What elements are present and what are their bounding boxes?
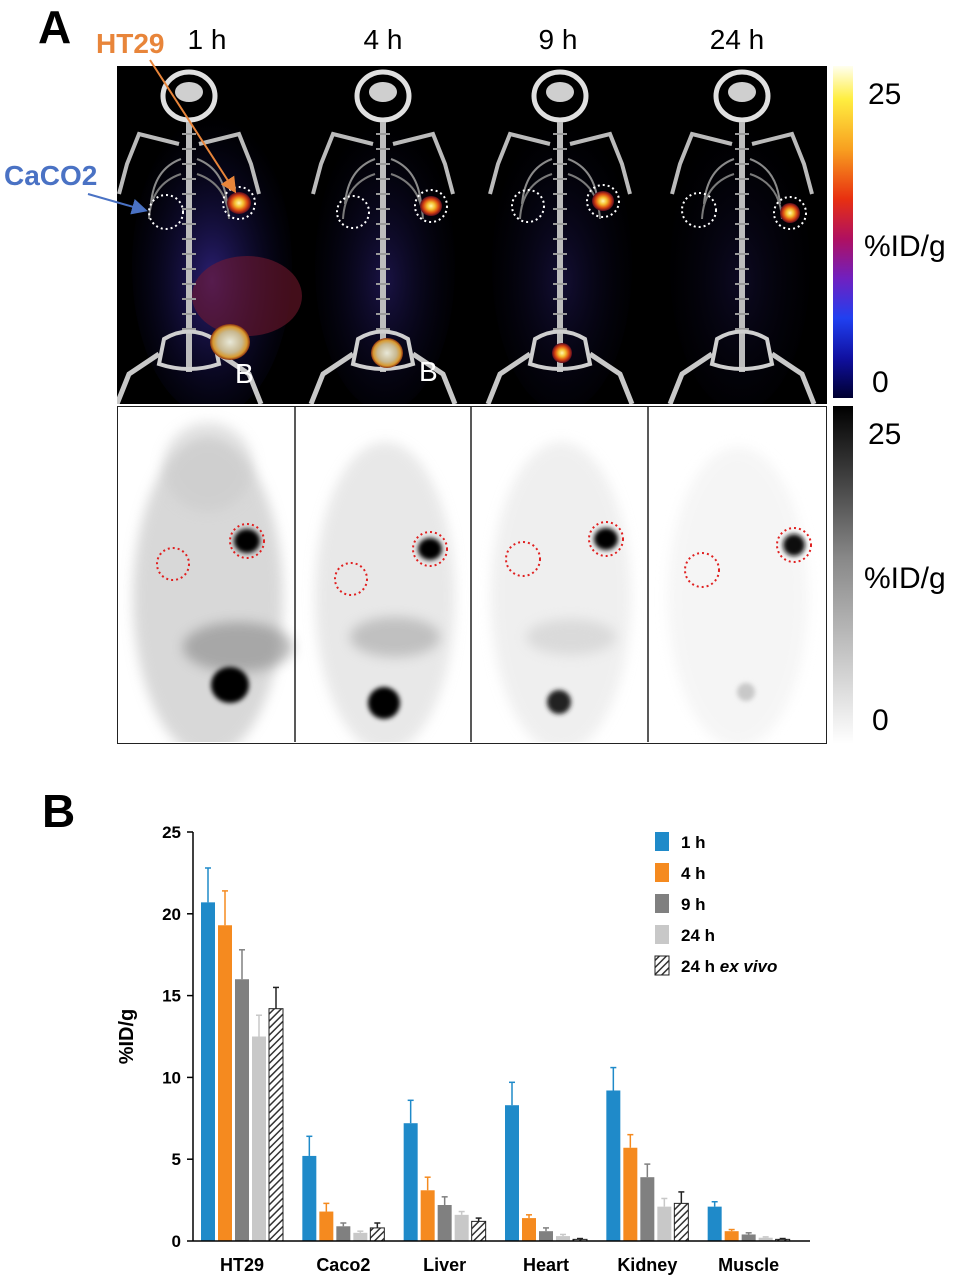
pet-ct-images [117, 66, 827, 416]
y-tick-label: 15 [162, 987, 181, 1006]
legend-label: 4 h [681, 864, 706, 883]
y-tick-label: 25 [162, 823, 181, 842]
legend-swatch [654, 955, 670, 976]
bar [673, 1202, 689, 1242]
bar [302, 1155, 317, 1241]
bar [369, 1227, 385, 1242]
bar [741, 1234, 756, 1241]
x-tick-label: Liver [423, 1255, 466, 1275]
gray-colorbar-min: 0 [872, 704, 889, 737]
bar [724, 1231, 739, 1241]
legend-label: 24 h ex vivo [681, 957, 777, 976]
legend-swatch [655, 925, 669, 944]
pet-grayscale-row [117, 406, 827, 757]
y-tick-label: 5 [172, 1150, 181, 1169]
bar [606, 1090, 621, 1241]
gray-colorbar [833, 406, 853, 744]
gray-1h [133, 422, 293, 757]
legend-swatch [655, 863, 669, 882]
bar [319, 1211, 334, 1241]
bar [640, 1177, 655, 1241]
bar [403, 1123, 418, 1241]
pet-colorbar-unit: %ID/g [864, 230, 946, 263]
pet-colorbar-min: 0 [872, 366, 889, 399]
pet-4h [311, 72, 455, 411]
x-tick-label: Muscle [718, 1255, 779, 1275]
legend-label: 9 h [681, 895, 706, 914]
gray-colorbar-max: 25 [868, 418, 902, 451]
legend-swatch [655, 832, 669, 851]
x-tick-label: HT29 [220, 1255, 264, 1275]
panel-b-letter: B [42, 785, 76, 837]
gray-24h [668, 447, 812, 747]
pet-colorbar-max: 25 [868, 78, 902, 111]
ht29-label: HT29 [96, 28, 165, 59]
bar [218, 925, 232, 1241]
pet-ct-image-row [117, 66, 827, 416]
pet-9h [488, 72, 632, 411]
x-tick-label: Caco2 [316, 1255, 370, 1275]
y-tick-label: 20 [162, 905, 181, 924]
bar [522, 1218, 536, 1241]
time-label-24h: 24 h [709, 24, 765, 55]
time-label-4h: 4 h [363, 24, 403, 55]
legend-label: 24 h [681, 926, 715, 945]
y-tick-label: 10 [162, 1068, 181, 1087]
pet-24h [670, 72, 814, 411]
bar [353, 1232, 368, 1241]
bar [758, 1237, 773, 1241]
bar [235, 979, 249, 1241]
bar [471, 1220, 487, 1242]
y-tick-label: 0 [172, 1232, 181, 1251]
x-tick-label: Kidney [617, 1255, 677, 1275]
bar [268, 1008, 284, 1242]
pet-colorbar [833, 66, 853, 398]
bar [707, 1206, 722, 1241]
bar [556, 1236, 570, 1241]
panel-a-letter: A [38, 1, 72, 53]
legend-label: 1 h [681, 833, 706, 852]
bar [623, 1147, 638, 1241]
bar [201, 902, 215, 1241]
legend-swatch [655, 894, 669, 913]
gray-4h [315, 442, 455, 752]
gray-9h [491, 442, 631, 752]
y-axis-label: %ID/g [116, 1009, 138, 1065]
caco2-label: CaCO2 [4, 160, 98, 191]
bar [437, 1205, 452, 1241]
bladder-label-1h: B [235, 358, 254, 389]
biodistribution-bar-chart: 0 5 10 15 20 25 %ID/g HT29 Caco2 Liver Heart Kidney… [116, 823, 810, 1275]
bar [252, 1036, 266, 1241]
bar [454, 1214, 469, 1241]
bar [657, 1206, 672, 1241]
bar [336, 1226, 351, 1241]
time-label-9h: 9 h [538, 24, 578, 55]
x-tick-label: Heart [523, 1255, 569, 1275]
time-label-1h: 1 h [187, 24, 227, 55]
bar [420, 1190, 435, 1241]
bladder-label-4h: B [419, 356, 438, 387]
pet-1h [117, 72, 302, 416]
pet-grayscale-images [133, 407, 812, 757]
bar [539, 1231, 553, 1241]
bar [505, 1105, 519, 1241]
gray-colorbar-unit: %ID/g [864, 562, 946, 595]
